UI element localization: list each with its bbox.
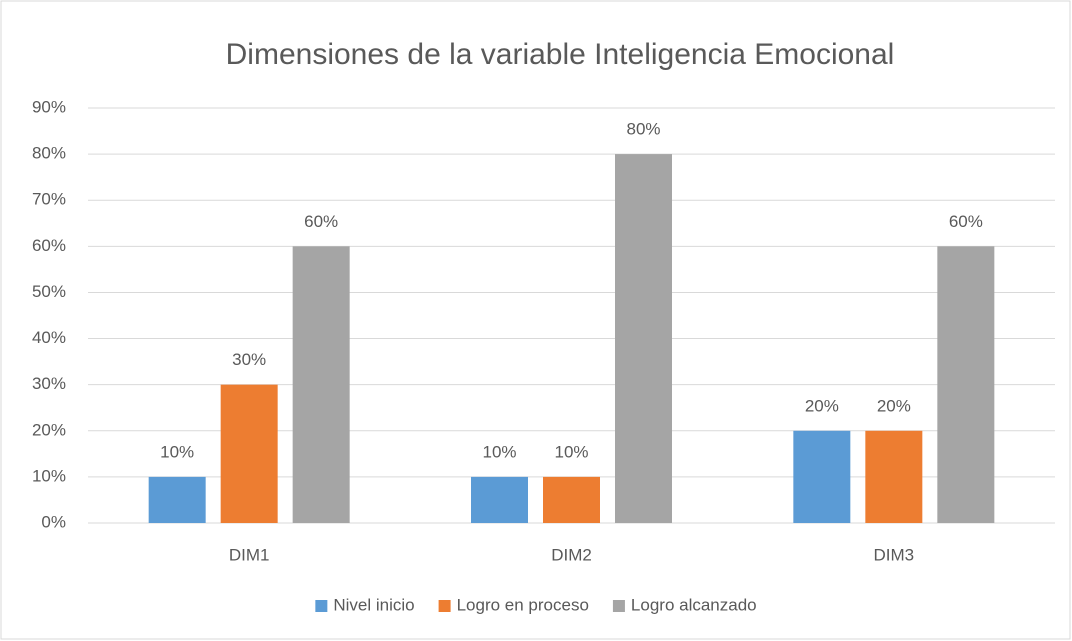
y-tick-label: 80% (32, 144, 66, 163)
bar (292, 246, 350, 524)
y-tick-label: 90% (32, 97, 66, 116)
data-label: 60% (949, 212, 983, 231)
data-label: 80% (626, 120, 660, 139)
x-tick-label: DIM2 (551, 545, 592, 564)
legend-swatch (315, 600, 328, 612)
data-label: 20% (805, 396, 839, 415)
y-tick-label: 20% (32, 420, 66, 439)
data-label: 10% (160, 442, 194, 461)
data-label: 30% (232, 350, 266, 369)
bar (793, 430, 851, 523)
y-tick-label: 50% (32, 282, 66, 301)
y-tick-label: 30% (32, 374, 66, 393)
data-label: 60% (304, 212, 338, 231)
y-tick-label: 70% (32, 190, 66, 209)
bar (543, 476, 600, 523)
bar (615, 154, 672, 523)
bar (937, 246, 995, 524)
y-tick-label: 10% (32, 466, 66, 485)
bar (148, 476, 206, 523)
x-tick-label: DIM3 (874, 545, 915, 564)
data-label: 10% (482, 442, 516, 461)
legend-swatch (612, 600, 625, 612)
data-label: 10% (554, 442, 588, 461)
chart-title: Dimensiones de la variable Inteligencia … (226, 38, 895, 71)
bar (471, 476, 528, 523)
legend-label: Nivel inicio (333, 595, 414, 614)
legend-label: Logro en proceso (457, 595, 589, 614)
legend-swatch (438, 600, 451, 612)
data-label: 20% (877, 396, 911, 415)
y-tick-label: 40% (32, 328, 66, 347)
y-tick-label: 0% (41, 512, 66, 531)
x-tick-label: DIM1 (229, 545, 270, 564)
bar (865, 430, 923, 523)
legend-label: Logro alcanzado (631, 595, 757, 614)
bar (220, 384, 278, 523)
y-tick-label: 60% (32, 236, 66, 255)
